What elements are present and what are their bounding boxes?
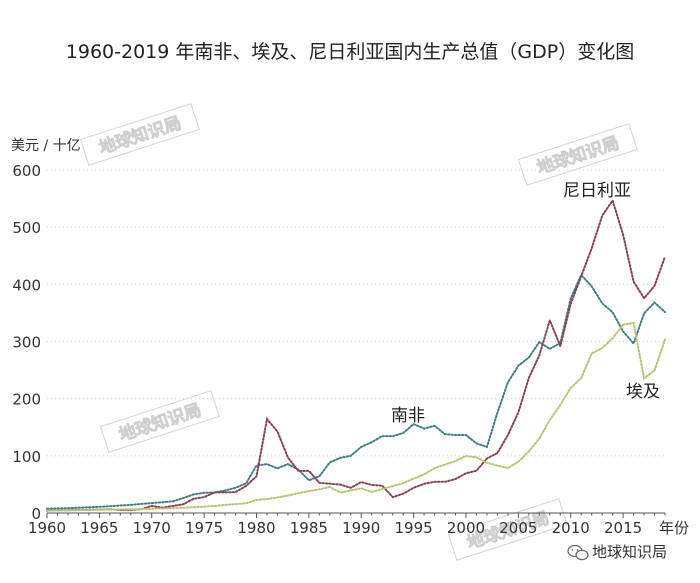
- watermark-text: 地球知识局: [96, 112, 183, 158]
- series-label-south-africa: 南非: [391, 406, 425, 426]
- watermark-right: 地球知识局: [517, 123, 638, 186]
- series: [46, 198, 666, 512]
- x-tick-label: 2010: [552, 519, 590, 537]
- x-tick-label: 1965: [80, 519, 118, 537]
- y-tick-label: 0: [31, 505, 41, 523]
- watermark-text: 地球知识局: [116, 399, 203, 445]
- x-tick-label: 1985: [290, 519, 328, 537]
- chart-title: 1960-2019 年南非、埃及、尼日利亚国内生产总值（GDP）变化图: [66, 41, 634, 63]
- x-tick-label: 1995: [395, 519, 433, 537]
- watermark-left: 地球知识局: [99, 390, 220, 453]
- x-tick-label: 1975: [185, 519, 223, 537]
- x-axis-label: 年份: [659, 519, 689, 537]
- x-tick-label: 1960: [28, 519, 66, 537]
- x-tick-label: 2015: [604, 519, 642, 537]
- watermark-text: 地球知识局: [534, 132, 621, 178]
- y-tick-label: 200: [12, 391, 41, 409]
- series-line: [46, 321, 666, 512]
- x-tick-label: 1990: [342, 519, 380, 537]
- series-line: [46, 273, 666, 510]
- wechat-icon: [567, 544, 589, 561]
- y-axis-label: 美元 / 十亿: [11, 138, 81, 154]
- axes: 0 100 200 300 400 500 600 1960 1965 1970 1975 1980 1…: [12, 162, 666, 537]
- watermark-top: 地球知识局: [79, 103, 200, 166]
- x-tick-label: 2005: [499, 519, 537, 537]
- y-tick-label: 300: [12, 334, 41, 352]
- series-label-egypt: 埃及: [626, 382, 660, 402]
- x-tick-label: 2000: [447, 519, 485, 537]
- footer-account-name: 地球知识局: [592, 543, 667, 561]
- footer-account: 地球知识局: [567, 543, 667, 561]
- series-label-nigeria: 尼日利亚: [563, 181, 631, 201]
- grid: [47, 169, 665, 457]
- y-tick-label: 400: [12, 276, 41, 294]
- x-tick-label: 1980: [237, 519, 275, 537]
- y-tick-label: 100: [12, 448, 41, 466]
- series-line: [46, 198, 666, 512]
- y-tick-label: 500: [12, 219, 41, 237]
- y-tick-label: 600: [12, 162, 41, 180]
- x-tick-label: 1970: [133, 519, 171, 537]
